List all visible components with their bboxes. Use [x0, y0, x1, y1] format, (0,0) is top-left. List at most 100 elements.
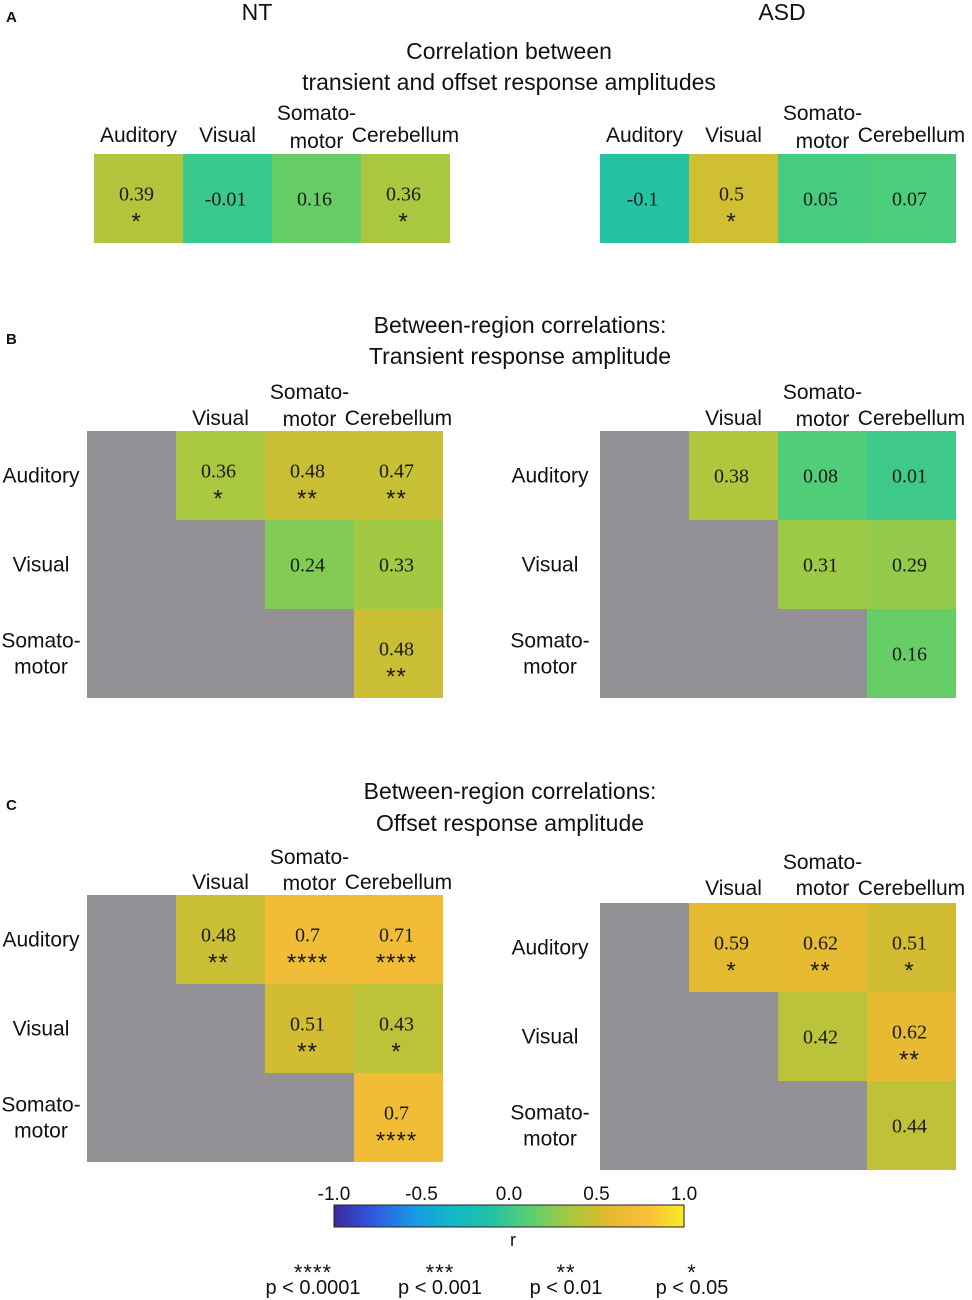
column-label: motor — [283, 872, 337, 895]
cell-significance-stars: * — [726, 209, 736, 236]
significance-stars: **** — [294, 1260, 332, 1285]
column-label: motor — [290, 130, 344, 153]
heatmap-b-asd: Visual Somato-motor Cerebellum Auditory Visu… — [510, 381, 965, 698]
cell-value-label: 0.48 — [201, 925, 236, 947]
significance-legend-item: *p < 0.05 — [656, 1260, 729, 1299]
colorbar-tick-label: 1.0 — [671, 1184, 697, 1205]
cell-value-label: 0.16 — [297, 189, 332, 211]
heatmap-cell — [354, 609, 443, 698]
panel-c-title-line-2: Offset response amplitude — [376, 810, 644, 836]
heatmap-cell — [354, 895, 443, 984]
cell-value-label: 0.42 — [803, 1027, 838, 1049]
cell-value-label: 0.62 — [892, 1022, 927, 1044]
panel-letter-a: A — [6, 9, 17, 26]
heatmap-cell — [778, 992, 867, 1081]
column-label: Somato- — [783, 851, 862, 874]
heatmap-a-asd: Auditory Visual Somato-motor Cerebellum -0.1… — [600, 102, 965, 243]
cell-value-label: 0.47 — [379, 461, 414, 483]
column-label: motor — [283, 408, 337, 431]
heatmap-cell — [689, 154, 778, 243]
cell-value-label: 0.43 — [379, 1014, 414, 1036]
cell-value-label: 0.39 — [119, 184, 154, 206]
significance-stars: * — [687, 1260, 697, 1285]
cell-significance-stars: ** — [810, 958, 831, 985]
cell-significance-stars: **** — [376, 950, 417, 977]
cell-value-label: 0.36 — [201, 461, 236, 483]
row-label: Somato- — [1, 630, 80, 653]
significance-legend: ****p < 0.0001***p < 0.001**p < 0.01*p <… — [265, 1260, 728, 1299]
colorbar-gradient — [333, 1204, 685, 1228]
column-label: Visual — [705, 407, 762, 430]
row-label: Auditory — [511, 465, 589, 488]
significance-stars: ** — [556, 1260, 575, 1285]
heatmap-cell — [867, 903, 956, 992]
cell-value-label: 0.08 — [803, 466, 838, 488]
column-label: Somato- — [277, 102, 356, 125]
heatmap-a-nt: Auditory Visual Somato-motor Cerebellum 0.39… — [94, 102, 459, 243]
row-label: Auditory — [2, 465, 80, 488]
cell-value-label: 0.51 — [290, 1014, 325, 1036]
row-label: Visual — [13, 1018, 70, 1041]
heatmap-cell — [265, 895, 354, 984]
cell-value-label: -0.1 — [627, 189, 659, 211]
colorbar-label: r — [510, 1230, 516, 1250]
heatmaps: Auditory Visual Somato-motor Cerebellum 0.39… — [1, 102, 965, 1170]
column-label: Cerebellum — [858, 124, 965, 147]
column-label: Cerebellum — [345, 407, 452, 430]
cell-significance-stars: ** — [899, 1047, 920, 1074]
cell-value-label: 0.71 — [379, 925, 414, 947]
column-label: Somato- — [783, 102, 862, 125]
cell-value-label: 0.59 — [714, 933, 749, 955]
column-label: motor — [796, 408, 850, 431]
row-label: motor — [14, 656, 68, 679]
significance-p-label: p < 0.0001 — [265, 1277, 360, 1299]
colorbar-tick-label: 0.5 — [583, 1184, 609, 1205]
cell-value-label: -0.01 — [205, 189, 247, 211]
column-label: Cerebellum — [352, 124, 459, 147]
significance-legend-item: ****p < 0.0001 — [265, 1260, 360, 1299]
cell-value-label: 0.16 — [892, 644, 927, 666]
panel-b-title-line-1: Between-region correlations: — [374, 312, 667, 338]
heatmap-cell — [354, 984, 443, 1073]
heatmap-cell — [867, 609, 956, 698]
cell-value-label: 0.44 — [892, 1116, 927, 1138]
heatmap-cell — [867, 154, 956, 243]
row-label: motor — [14, 1120, 68, 1143]
cell-significance-stars: * — [726, 958, 736, 985]
cell-value-label: 0.5 — [719, 184, 744, 206]
significance-stars: *** — [426, 1260, 455, 1285]
column-label: Somato- — [270, 846, 349, 869]
heatmap-cell — [867, 431, 956, 520]
column-label: Cerebellum — [858, 407, 965, 430]
cell-value-label: 0.01 — [892, 466, 927, 488]
cell-significance-stars: ** — [386, 664, 407, 691]
significance-legend-item: ***p < 0.001 — [398, 1260, 482, 1299]
colorbar-tick-label: 0.0 — [496, 1184, 522, 1205]
cell-significance-stars: ** — [208, 950, 229, 977]
group-header-nt: NT — [242, 0, 273, 25]
colorbar: r -1.0 -0.5 0.0 0.5 1.0 — [318, 1184, 698, 1250]
colorbar-tick-label: -0.5 — [405, 1184, 438, 1205]
column-label: Visual — [192, 407, 249, 430]
heatmap-cell — [354, 1073, 443, 1162]
heatmap-cell — [176, 895, 265, 984]
cell-significance-stars: **** — [376, 1128, 417, 1155]
row-label: Somato- — [510, 1102, 589, 1125]
heatmap-b-nt: Visual Somato-motor Cerebellum Auditory Visu… — [1, 381, 452, 698]
heatmap-cell — [867, 520, 956, 609]
heatmap-cell — [354, 520, 443, 609]
heatmap-c-asd: Visual Somato-motor Cerebellum Auditory Visu… — [510, 851, 965, 1170]
column-label: Cerebellum — [858, 877, 965, 900]
row-label: Visual — [13, 554, 70, 577]
heatmap-cell — [867, 1081, 956, 1170]
cell-significance-stars: * — [213, 486, 223, 513]
heatmap-cell — [272, 154, 361, 243]
significance-p-label: p < 0.01 — [530, 1277, 603, 1299]
row-label: motor — [523, 1128, 577, 1151]
panel-a-title-line-2: transient and offset response amplitudes — [302, 69, 716, 95]
row-label: Somato- — [510, 630, 589, 653]
heatmap-cell — [265, 520, 354, 609]
cell-value-label: 0.48 — [379, 639, 414, 661]
heatmap-cell — [778, 431, 867, 520]
panel-c-title-line-1: Between-region correlations: — [364, 778, 657, 804]
